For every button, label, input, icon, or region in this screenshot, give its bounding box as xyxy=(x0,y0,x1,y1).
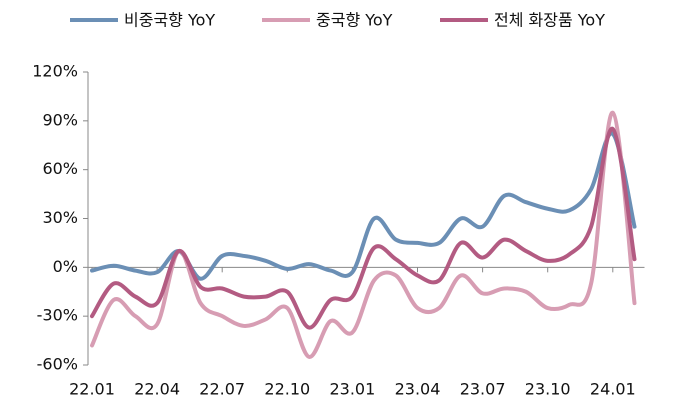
y-tick-label: 30% xyxy=(42,208,78,227)
legend-label: 전체 화장품 YoY xyxy=(494,11,605,30)
y-tick-label: 60% xyxy=(42,159,78,178)
x-tick-label: 22.10 xyxy=(264,380,310,399)
y-tick-label: 0% xyxy=(53,257,78,276)
series-line xyxy=(90,126,637,330)
x-tick-label: 23.04 xyxy=(395,380,441,399)
x-tick-label: 23.07 xyxy=(460,380,506,399)
y-tick-label: 90% xyxy=(42,110,78,129)
y-tick-label: -60% xyxy=(37,355,78,374)
x-tick-label: 23.10 xyxy=(525,380,571,399)
y-tick-label: -30% xyxy=(37,306,78,325)
x-tick-label: 22.01 xyxy=(69,380,115,399)
x-tick-label: 22.04 xyxy=(134,380,180,399)
y-tick-label: 120% xyxy=(32,62,78,81)
legend-label: 중국향 YoY xyxy=(316,11,393,30)
legend-label: 비중국향 YoY xyxy=(124,11,215,30)
x-tick-label: 22.07 xyxy=(199,380,245,399)
series-line xyxy=(90,110,637,359)
x-tick-label: 24.01 xyxy=(590,380,636,399)
x-tick-label: 23.01 xyxy=(329,380,375,399)
